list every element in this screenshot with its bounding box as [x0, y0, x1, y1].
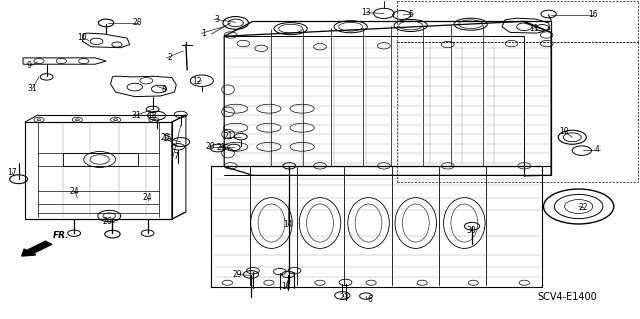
Text: 20: 20: [205, 142, 214, 151]
Text: SCV4-E1400: SCV4-E1400: [537, 292, 597, 302]
Text: 21: 21: [223, 132, 232, 141]
Text: 18: 18: [148, 111, 157, 120]
Text: 13: 13: [362, 8, 371, 17]
Text: 14: 14: [283, 220, 292, 229]
Text: 24: 24: [143, 193, 152, 202]
Text: 3: 3: [214, 15, 219, 24]
Text: 12: 12: [192, 77, 202, 86]
Text: 25: 25: [160, 133, 170, 142]
Text: 31: 31: [28, 84, 37, 93]
Text: 1: 1: [202, 29, 206, 38]
Text: 31: 31: [132, 111, 141, 120]
Text: 11: 11: [529, 24, 538, 33]
Text: 28: 28: [133, 19, 142, 27]
Text: 29: 29: [232, 270, 242, 279]
Text: FR.: FR.: [53, 231, 70, 240]
Text: 8: 8: [162, 85, 166, 94]
Text: 5: 5: [408, 10, 413, 19]
Text: 9: 9: [26, 61, 31, 70]
Text: 7: 7: [173, 152, 178, 161]
Text: 26: 26: [103, 217, 113, 226]
Text: 21: 21: [216, 143, 226, 152]
Text: 15: 15: [162, 134, 172, 143]
FancyArrow shape: [22, 241, 52, 256]
Text: 17: 17: [7, 168, 17, 177]
Text: 4: 4: [595, 145, 600, 154]
Text: 24: 24: [70, 187, 79, 196]
Text: 2: 2: [167, 53, 172, 62]
Text: 19: 19: [559, 127, 569, 136]
Text: 16: 16: [588, 11, 598, 19]
Text: 23: 23: [339, 293, 349, 302]
Text: 22: 22: [579, 203, 588, 212]
Text: 18: 18: [281, 282, 291, 291]
Text: 6: 6: [367, 295, 372, 304]
Text: 30: 30: [467, 226, 477, 235]
Text: 10: 10: [77, 33, 87, 42]
